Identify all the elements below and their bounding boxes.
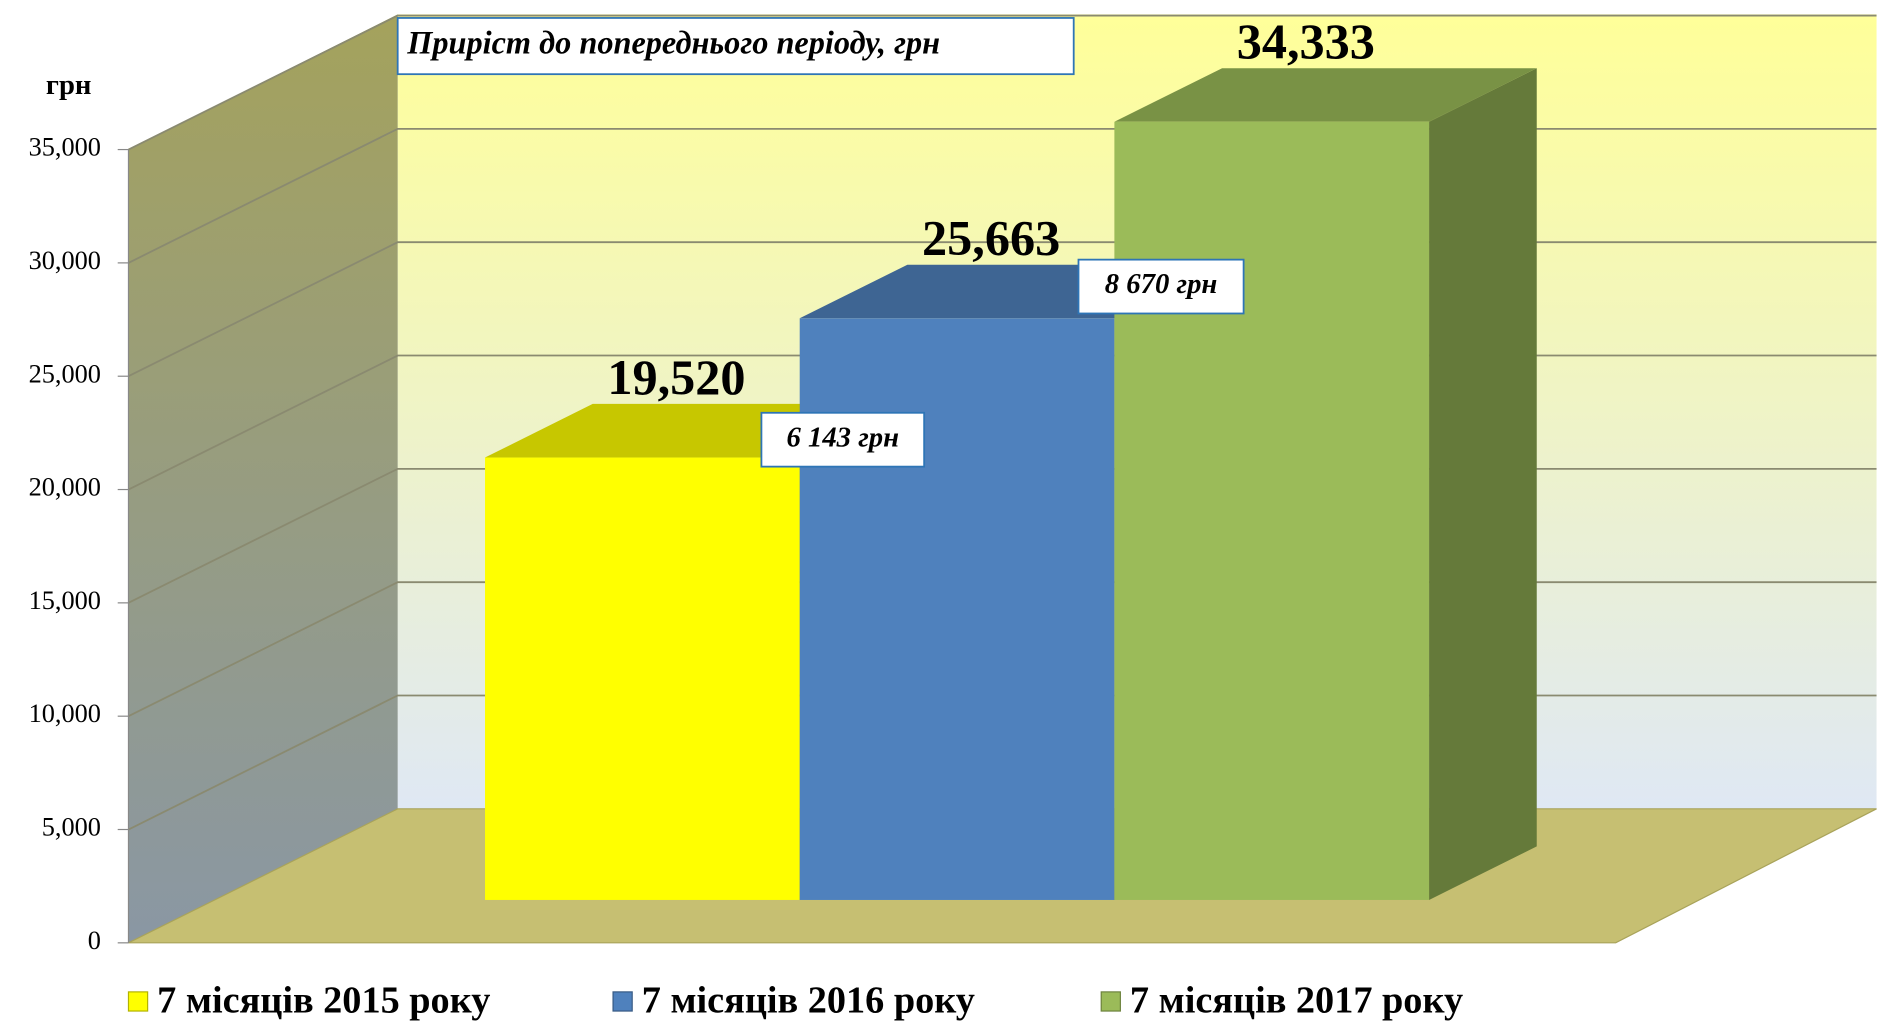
bar-side: [1429, 68, 1537, 900]
y-tick-label: 10,000: [29, 699, 101, 728]
legend-label: 7 місяців 2017 року: [1130, 980, 1463, 1022]
annotation-box: [396, 17, 1075, 76]
annotation-box: [760, 411, 926, 468]
bar-top: [1114, 68, 1537, 122]
annotation: Приріст до попереднього періоду, грн: [406, 24, 940, 60]
legend-swatch: [127, 991, 149, 1012]
y-tick-label: 30,000: [29, 246, 101, 275]
y-tick-label: 25,000: [29, 359, 101, 388]
annotation-box: [1077, 258, 1245, 315]
legend-label: 7 місяців 2016 року: [642, 980, 975, 1022]
y-tick-label: 0: [88, 926, 101, 955]
y-tick-label: 35,000: [29, 133, 101, 162]
y-tick-label: 15,000: [29, 586, 101, 615]
annotation: 8 670 грн: [1105, 268, 1218, 300]
bar: [485, 457, 800, 900]
legend-label: 7 місяців 2015 року: [157, 980, 490, 1022]
y-tick-label: 20,000: [29, 473, 101, 502]
legend-swatch: [1100, 991, 1121, 1012]
value-label: 25,663: [922, 210, 1060, 266]
bar: [799, 318, 1115, 900]
grid-line: [128, 14, 1877, 151]
bar: [1114, 121, 1430, 900]
left-wall: [128, 14, 398, 943]
value-label: 19,520: [607, 349, 745, 405]
y-axis-label: грн: [46, 69, 92, 101]
value-label: 34,333: [1237, 13, 1375, 69]
annotation: 6 143 грн: [786, 421, 899, 453]
y-tick-label: 5,000: [42, 813, 101, 842]
legend-swatch: [612, 991, 633, 1012]
